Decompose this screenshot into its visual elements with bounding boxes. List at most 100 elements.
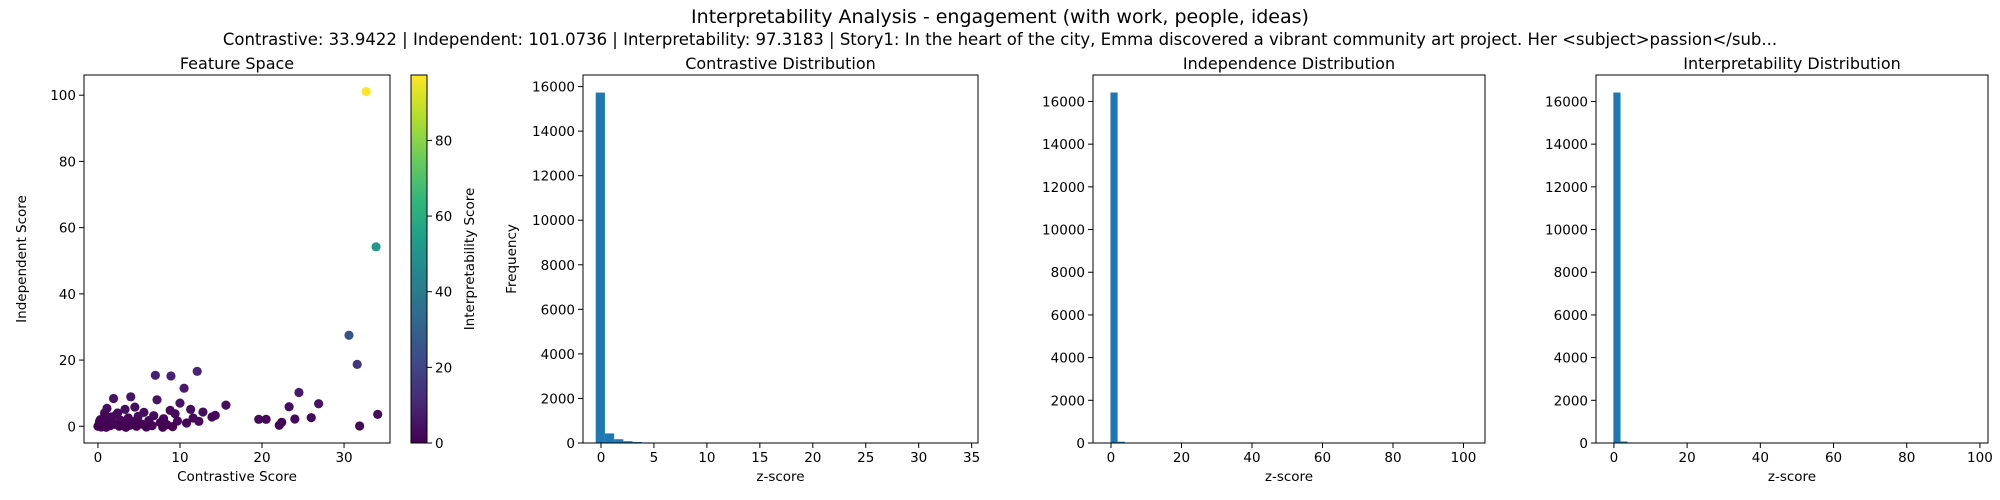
x-tick-label: 20: [1679, 450, 1696, 466]
scatter-point: [192, 366, 202, 376]
x-tick-label: 20: [804, 450, 821, 466]
chart-panel-3: Independence Distribution 0 20 40 60 80 100 0 20…: [1042, 54, 1486, 485]
colorbar: [410, 74, 428, 444]
x-tick-label: 30: [910, 450, 927, 466]
scatter-point: [130, 402, 140, 412]
histogram-bar: [595, 92, 605, 444]
y-tick-label: 10000: [1545, 223, 1588, 239]
scatter-point: [111, 410, 121, 420]
y-tick-label: 8000: [541, 258, 575, 274]
chart-panel-2: Contrastive Distribution 0 5 10 15 20 25 30 35 0 2…: [504, 54, 980, 485]
panel-title: Contrastive Distribution: [685, 54, 876, 73]
x-tick-label: 100: [1451, 450, 1477, 466]
scatter-point: [361, 86, 371, 97]
x-tick-label: 30: [335, 450, 352, 466]
x-tick-label: 15: [751, 450, 768, 466]
scatter-point: [141, 422, 151, 432]
scatter-point: [108, 393, 119, 404]
histogram-bar: [614, 439, 624, 443]
scatter-point: [101, 422, 111, 432]
y-tick-label: 14000: [532, 124, 575, 140]
y-tick-label: 60: [59, 221, 76, 237]
scatter-point: [254, 414, 264, 424]
y-tick-label: 2000: [1554, 393, 1588, 409]
scatter-point: [150, 370, 160, 380]
x-tick-label: 60: [1825, 450, 1842, 466]
y-tick-label: 4000: [1051, 351, 1085, 367]
chart-panel-4: Interpretability Distribution 0 20 40 60 80 10…: [1545, 54, 1993, 485]
colorbar-label: Interpretability Score: [462, 188, 478, 331]
x-tick-label: 0: [597, 450, 606, 466]
x-tick-label: 20: [1173, 450, 1190, 466]
colorbar-tick-label: 40: [435, 285, 452, 301]
plot-frame: [83, 74, 391, 444]
y-tick-label: 16000: [1545, 94, 1588, 110]
y-tick-label: 6000: [541, 302, 575, 318]
colorbar-tick-label: 80: [435, 133, 452, 149]
scatter-point: [175, 398, 185, 408]
y-tick-label: 2000: [1051, 393, 1085, 409]
scatter-point: [344, 330, 354, 340]
y-tick-label: 6000: [1554, 308, 1588, 324]
colorbar-tick-label: 20: [435, 360, 452, 376]
y-tick-label: 12000: [1545, 180, 1588, 196]
y-tick-label: 80: [59, 154, 76, 170]
colorbar-tick-label: 0: [435, 436, 444, 452]
y-tick-label: 8000: [1051, 265, 1085, 281]
y-tick-label: 8000: [1554, 265, 1588, 281]
y-axis-label: Independent Score: [14, 195, 30, 323]
scatter-point: [274, 420, 284, 430]
figure-title: Interpretability Analysis - engagement (…: [691, 6, 1309, 28]
scatter-point: [221, 400, 231, 410]
x-axis-label: z-score: [756, 469, 804, 485]
scatter-point: [158, 422, 168, 432]
scatter-point: [121, 422, 131, 432]
scatter-point: [207, 412, 217, 422]
scatter-point: [152, 395, 162, 405]
scatter-point: [94, 416, 105, 426]
y-tick-label: 2000: [541, 391, 575, 407]
scatter-point: [306, 413, 316, 423]
y-tick-label: 14000: [1042, 137, 1085, 153]
scatter-point: [314, 399, 324, 409]
scatter-point: [261, 414, 271, 424]
x-tick-label: 0: [1107, 450, 1116, 466]
x-tick-label: 0: [1610, 450, 1619, 466]
figure-subtitle: Contrastive: 33.9422 | Independent: 101.…: [222, 30, 1778, 49]
x-tick-label: 10: [171, 450, 188, 466]
x-tick-label: 25: [857, 450, 874, 466]
x-tick-label: 40: [1752, 450, 1769, 466]
scatter-point: [120, 404, 130, 414]
x-tick-label: 20: [253, 450, 270, 466]
colorbar-tick-label: 60: [435, 209, 452, 225]
histogram-bar: [623, 441, 633, 443]
x-axis-label: z-score: [1265, 469, 1313, 485]
y-tick-label: 100: [50, 88, 76, 104]
histogram-bar: [1620, 441, 1628, 443]
y-tick-label: 12000: [532, 169, 575, 185]
chart-panel-1: Feature Space 0 10 20 30 0 20 40 60 80 100 Contrast…: [14, 54, 478, 485]
scatter-point: [179, 383, 189, 393]
x-tick-label: 60: [1314, 450, 1331, 466]
plot-frame: [1595, 74, 1989, 444]
scatter-point: [371, 242, 381, 252]
y-tick-label: 12000: [1042, 180, 1085, 196]
y-tick-label: 14000: [1545, 137, 1588, 153]
y-tick-label: 16000: [1042, 94, 1085, 110]
scatter-point: [194, 416, 204, 426]
y-tick-label: 0: [67, 419, 76, 435]
y-tick-label: 40: [59, 287, 76, 303]
scatter-point: [198, 407, 208, 417]
scatter-point: [108, 418, 118, 428]
y-tick-label: 6000: [1051, 308, 1085, 324]
x-tick-label: 5: [650, 450, 659, 466]
plot-frame: [582, 74, 979, 444]
histogram-bar: [1613, 92, 1621, 443]
scatter-point: [352, 359, 362, 369]
x-tick-label: 0: [94, 450, 103, 466]
panel-title: Interpretability Distribution: [1683, 54, 1901, 73]
scatter-point: [284, 402, 294, 412]
x-tick-label: 35: [963, 450, 980, 466]
